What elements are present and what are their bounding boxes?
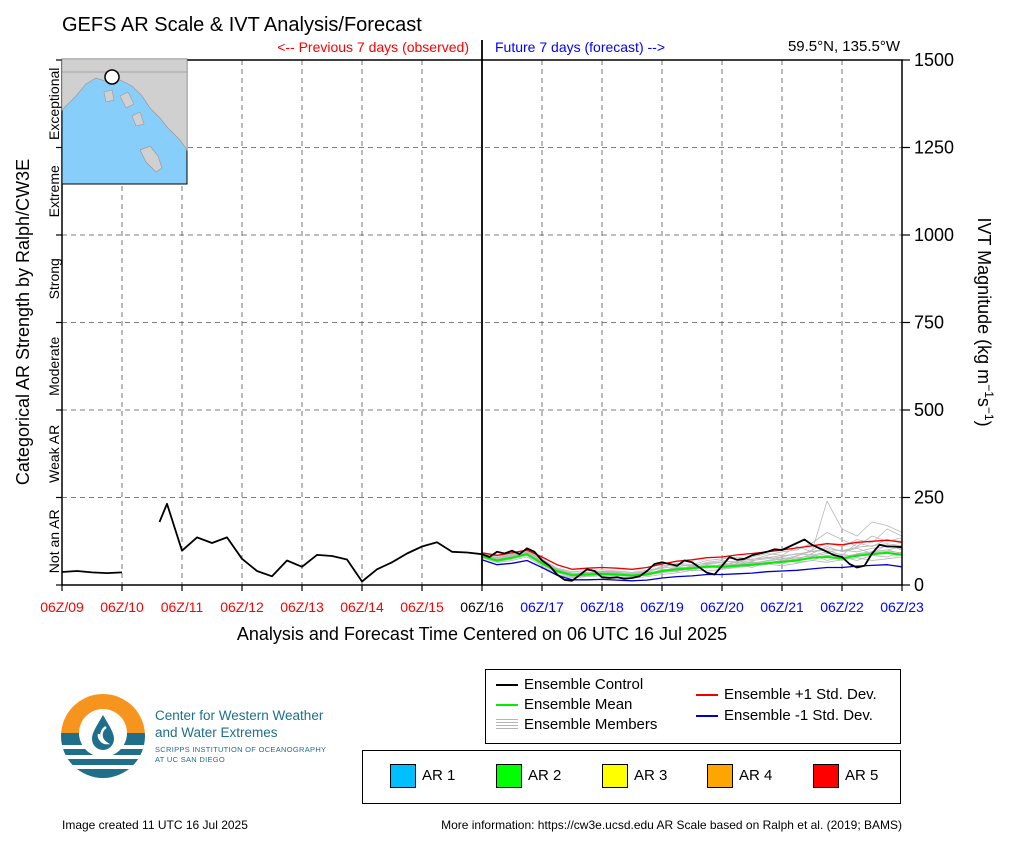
- legend-label: Ensemble Members: [524, 716, 658, 733]
- ar-scale-item: AR 3: [602, 764, 668, 789]
- x-tick-label: 06Z/12: [220, 599, 264, 615]
- map-land: [61, 58, 188, 152]
- x-tick-label: 06Z/09: [40, 599, 84, 615]
- legend-members: Ensemble Members: [496, 716, 657, 734]
- ar-category-label: Strong: [46, 258, 62, 299]
- ar-swatch: [602, 764, 628, 789]
- logo-swirl: [97, 725, 111, 745]
- ar-category-label: Exceptional: [46, 68, 62, 140]
- legend-label: Ensemble Mean: [524, 696, 633, 713]
- ar-label: AR 1: [422, 767, 456, 784]
- cw3e-logo: [61, 694, 145, 778]
- right-axis-label-part: ): [974, 421, 994, 427]
- ar-label: AR 3: [634, 767, 668, 784]
- legend-label: Ensemble -1 Std. Dev.: [724, 707, 873, 724]
- ar-scale-item: AR 5: [813, 764, 879, 789]
- x-tick-label: 06Z/10: [100, 599, 144, 615]
- legend-mean: Ensemble Mean: [496, 696, 632, 714]
- x-axis-label: Analysis and Forecast Time Centered on 0…: [237, 624, 727, 644]
- ensemble-member-line: [481, 556, 903, 579]
- y-tick-label: 1500: [914, 50, 954, 70]
- ensemble-minus-std-line: [481, 559, 903, 582]
- ar-scale-item: AR 2: [496, 764, 562, 789]
- ar-label: AR 4: [739, 767, 773, 784]
- ensemble-plus-std-line: [481, 539, 903, 570]
- y-tick-label: 250: [914, 488, 944, 508]
- series-legend: Ensemble Control Ensemble Mean Ensemble …: [485, 669, 901, 744]
- ar-label: AR 5: [845, 767, 879, 784]
- ar-swatch: [390, 764, 416, 789]
- x-tick-label: 06Z/20: [700, 599, 744, 615]
- legend-swatch: [496, 704, 518, 707]
- right-axis-label: IVT Magnitude (kg m−1s−1): [974, 217, 996, 426]
- y-tick-label: 1000: [914, 225, 954, 245]
- right-axis-label-part: −1: [982, 407, 996, 421]
- left-axis-label: Categorical AR Strength by Ralph/CW3E: [13, 159, 33, 485]
- right-axis-label-part: s: [974, 398, 994, 407]
- x-tick-label: 06Z/23: [880, 599, 924, 615]
- ar-category-label: Moderate: [46, 337, 62, 396]
- x-tick-label: 06Z/21: [760, 599, 804, 615]
- legend-swatch: [696, 694, 718, 697]
- y-tick-label: 1250: [914, 138, 954, 158]
- chart-title: GEFS AR Scale & IVT Analysis/Forecast: [62, 14, 422, 36]
- x-tick-label: 06Z/15: [400, 599, 444, 615]
- x-tick-label: 06Z/18: [580, 599, 624, 615]
- legend-label: Ensemble +1 Std. Dev.: [724, 686, 877, 703]
- right-axis-label-part: −1: [982, 384, 996, 398]
- org-name-line2: and Water Extremes: [155, 725, 278, 740]
- ar-scale-item: AR 4: [707, 764, 773, 789]
- ensemble-member-line: [481, 543, 903, 574]
- ar-scale-legend: AR 1 AR 2 AR 3 AR 4 AR 5: [362, 750, 901, 804]
- legend-minus-std: Ensemble -1 Std. Dev.: [696, 707, 873, 725]
- previous-days-label: <-- Previous 7 days (observed): [277, 39, 469, 55]
- more-info-text: More information: https://cw3e.ucsd.edu …: [441, 818, 902, 832]
- future-days-label: Future 7 days (forecast) -->: [495, 39, 665, 55]
- ar-swatch: [496, 764, 522, 789]
- org-sub-line2: AT UC SAN DIEGO: [155, 755, 226, 764]
- legend-control: Ensemble Control: [496, 676, 643, 694]
- ensemble-control-line: [158, 502, 483, 583]
- legend-label: Ensemble Control: [524, 676, 644, 693]
- ensemble-control-line: [61, 570, 123, 574]
- x-tick-label: 06Z/11: [161, 599, 204, 615]
- y-tick-label: 750: [914, 313, 944, 333]
- location-label: 59.5°N, 135.5°W: [788, 38, 901, 55]
- map-islands-small: [103, 89, 145, 127]
- map-island: [139, 145, 163, 173]
- y-tick-label: 500: [914, 400, 944, 420]
- ar-swatch: [813, 764, 839, 789]
- location-inset-map: [61, 58, 188, 185]
- x-tick-label: 06Z/22: [820, 599, 864, 615]
- legend-swatch: [496, 719, 518, 732]
- ar-label: AR 2: [528, 767, 562, 784]
- image-created-text: Image created 11 UTC 16 Jul 2025: [62, 818, 248, 832]
- ensemble-control-line: [481, 538, 903, 582]
- legend-swatch: [696, 715, 718, 718]
- org-sub-line1: SCRIPPS INSTITUTION OF OCEANOGRAPHY: [155, 745, 327, 754]
- x-tick-label: 06Z/16: [460, 599, 504, 615]
- ar-category-label: Not an AR: [46, 509, 62, 573]
- ensemble-member-line: [481, 532, 903, 573]
- right-axis-label-part: IVT Magnitude (kg m: [974, 217, 994, 384]
- legend-swatch: [496, 684, 518, 687]
- y-tick-label: 0: [914, 575, 924, 595]
- ar-swatch: [707, 764, 733, 789]
- org-name-line1: Center for Western Weather: [155, 708, 324, 723]
- ar-category-label: Weak AR: [46, 425, 62, 483]
- x-tick-label: 06Z/17: [520, 599, 564, 615]
- legend-plus-std: Ensemble +1 Std. Dev.: [696, 686, 877, 704]
- ar-scale-item: AR 1: [390, 764, 456, 789]
- x-tick-label: 06Z/19: [640, 599, 684, 615]
- x-tick-label: 06Z/13: [280, 599, 324, 615]
- location-marker: [104, 69, 120, 85]
- x-tick-label: 06Z/14: [340, 599, 384, 615]
- ar-category-label: Extreme: [46, 165, 62, 217]
